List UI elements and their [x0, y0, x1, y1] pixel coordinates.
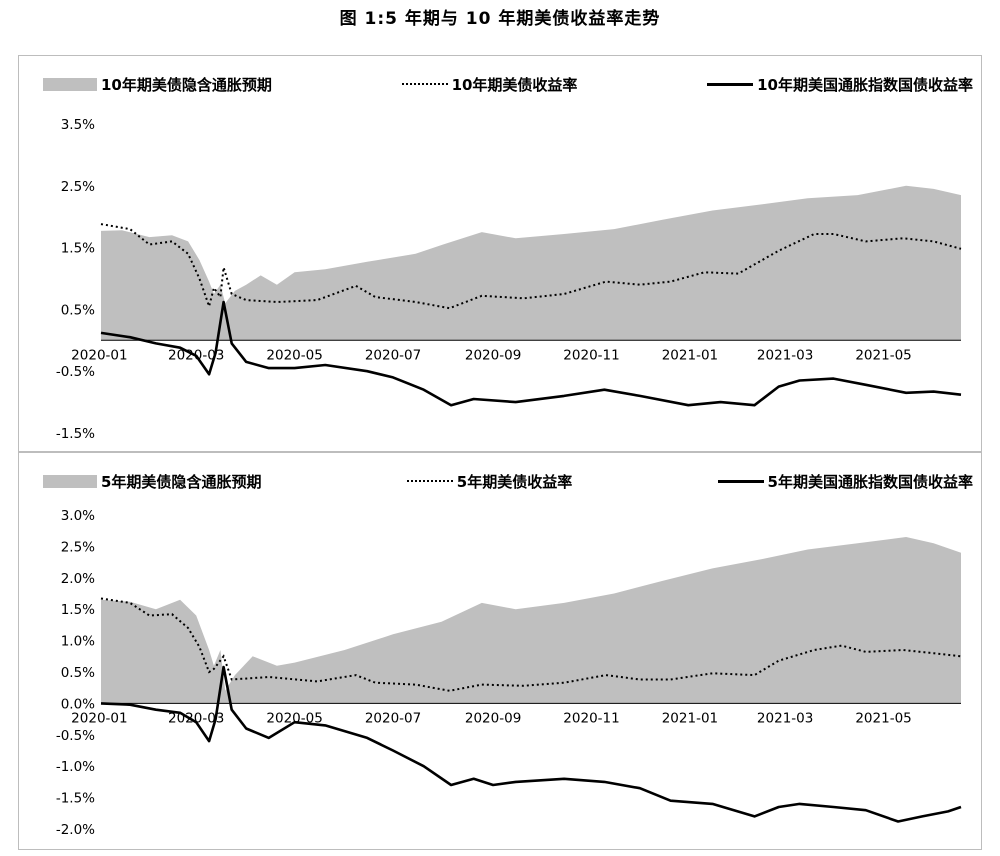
y-tick-label: -1.5% — [56, 426, 95, 442]
x-tick-label: 2021-05 — [855, 347, 911, 363]
x-tick-label: 2020-09 — [465, 710, 521, 726]
figure-title: 图 1:5 年期与 10 年期美债收益率走势 — [339, 9, 661, 29]
y-tick-label: 3.5% — [61, 117, 95, 133]
series-solid-line-0-2 — [100, 300, 962, 407]
y-tick-label: 1.0% — [61, 634, 95, 650]
y-tick-label: 1.5% — [61, 602, 95, 618]
x-tick-label: 2020-01 — [71, 710, 127, 726]
legend-label-area: 5年期美债隐含通胀预期 — [101, 472, 262, 491]
x-tick-label: 2020-11 — [563, 710, 619, 726]
x-tick-label: 2020-11 — [563, 347, 619, 363]
legend-item-line-5y: 5年期美国通胀指数国债收益率 — [717, 471, 973, 492]
legend-5y: 5年期美债隐含通胀预期 5年期美债收益率 5年期美国通胀指数国债收益率 — [43, 469, 973, 493]
legend-swatch-area — [43, 77, 97, 91]
x-tick-label: 2020-09 — [465, 347, 521, 363]
y-tick-label: 2.5% — [61, 179, 95, 195]
legend-item-dotted-10y: 10年期美债收益率 — [401, 74, 578, 95]
x-tick-label: 2021-05 — [855, 710, 911, 726]
y-tick-label: 2.0% — [61, 571, 95, 587]
legend-label-line: 10年期美国通胀指数国债收益率 — [757, 75, 973, 94]
y-tick-label: 2.5% — [61, 539, 95, 555]
x-tick-label: 2021-03 — [757, 347, 813, 363]
y-tick-label: 0.5% — [61, 302, 95, 318]
legend-item-line-10y: 10年期美国通胀指数国债收益率 — [707, 74, 973, 95]
x-tick-label: 2020-03 — [168, 347, 224, 363]
y-tick-label: 3.0% — [61, 508, 95, 524]
chart-10y: 3.5% 2.5% 1.5% 0.5% -0.5% -1.5% 2020-01 2020-03… — [56, 117, 962, 442]
chart-panel-10y: 10年期美债隐含通胀预期 10年期美债收益率 10年期美国通胀指数国债收益率 3… — [18, 55, 982, 452]
legend-swatch-dotted — [401, 83, 448, 85]
y-tick-label: -2.0% — [56, 822, 95, 838]
legend-10y: 10年期美债隐含通胀预期 10年期美债收益率 10年期美国通胀指数国债收益率 — [43, 72, 973, 96]
legend-label-dotted: 10年期美债收益率 — [451, 75, 578, 94]
x-tick-label: 2020-07 — [365, 710, 421, 726]
legend-item-area-10y: 10年期美债隐含通胀预期 — [43, 74, 272, 95]
legend-label-line: 5年期美国通胀指数国债收益率 — [767, 472, 973, 491]
series-solid-line-1-2 — [100, 665, 962, 823]
x-tick-label: 2020-05 — [266, 347, 322, 363]
x-tick-label: 2021-01 — [662, 710, 718, 726]
y-tick-label: -1.0% — [56, 759, 95, 775]
series-area-1-0 — [101, 537, 961, 704]
y-tick-label: 1.5% — [61, 241, 95, 257]
legend-item-area-5y: 5年期美债隐含通胀预期 — [43, 471, 261, 492]
x-tick-label: 2020-03 — [168, 710, 224, 726]
chart-panel-5y: 5年期美债隐含通胀预期 5年期美债收益率 5年期美国通胀指数国债收益率 3.0%… — [18, 452, 982, 850]
series-area-0-0 — [101, 185, 961, 341]
y-tick-label: 0.5% — [61, 665, 95, 681]
y-tick-label: -0.5% — [56, 728, 95, 744]
x-tick-label: 2020-01 — [71, 347, 127, 363]
chart-5y: 3.0% 2.5% 2.0% 1.5% 1.0% 0.5% 0.0% -0.5% -1.0% -1… — [56, 508, 962, 838]
legend-swatch-dotted — [406, 480, 453, 482]
legend-swatch-line — [707, 82, 754, 86]
x-tick-label: 2020-05 — [266, 710, 322, 726]
y-tick-label: -1.5% — [56, 791, 95, 807]
legend-swatch-line — [717, 479, 764, 483]
legend-label-area: 10年期美债隐含通胀预期 — [101, 75, 272, 94]
x-tick-label: 2020-07 — [365, 347, 421, 363]
legend-label-dotted: 5年期美债收益率 — [456, 472, 573, 491]
legend-swatch-area — [43, 474, 97, 488]
x-tick-label: 2021-03 — [757, 710, 813, 726]
y-tick-label: -0.5% — [56, 364, 95, 380]
x-tick-label: 2021-01 — [662, 347, 718, 363]
y-tick-label: 0.0% — [61, 696, 95, 712]
legend-item-dotted-5y: 5年期美债收益率 — [406, 471, 573, 492]
